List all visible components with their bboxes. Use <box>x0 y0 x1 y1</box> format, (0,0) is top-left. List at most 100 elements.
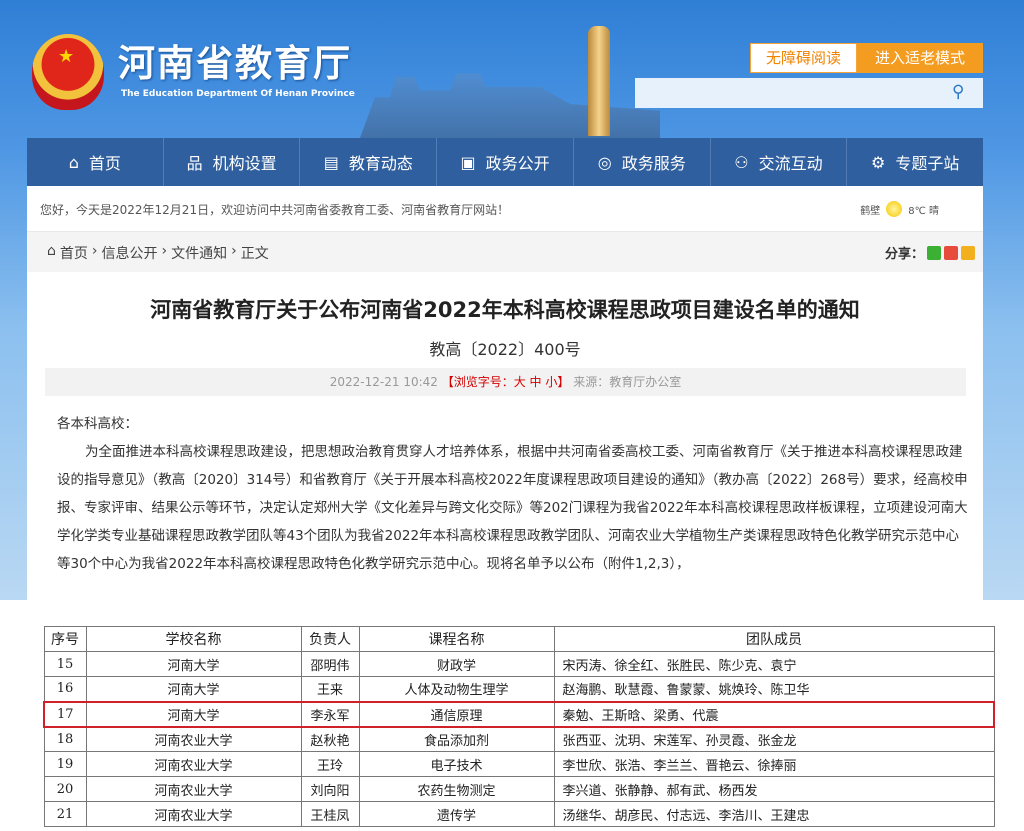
share-label: 分享： <box>884 247 924 262</box>
chat-icon: ⚇ <box>734 152 749 172</box>
breadcrumb-current: 正文 <box>240 246 269 262</box>
site-title[interactable]: 河南省教育厅 <box>118 42 352 85</box>
col-header: 序号 <box>43 626 87 652</box>
table-cell: 河南农业大学 <box>85 776 302 802</box>
breadcrumb-separator: › <box>231 243 237 259</box>
welcome-bar: 您好，今天是2022年12月21日，欢迎访问中共河南省委教育工委、河南省教育厅网… <box>27 186 983 232</box>
nav-government-services[interactable]: ◎ 政务服务 <box>574 138 711 186</box>
table-cell: 河南农业大学 <box>85 801 302 827</box>
nav-education-news[interactable]: ▤ 教育动态 <box>300 138 438 186</box>
table-cell: 刘向阳 <box>300 776 360 802</box>
table-cell: 王玲 <box>300 751 360 777</box>
nav-home[interactable]: ⌂ 首页 <box>27 138 164 186</box>
article-source: 来源：教育厅办公室 <box>573 375 682 389</box>
nav-government-affairs[interactable]: ▣ 政务公开 <box>437 138 574 186</box>
table-cell: 21 <box>43 801 87 827</box>
table-cell: 人体及动物生理学 <box>358 676 555 702</box>
nav-label: 政务服务 <box>621 154 686 173</box>
table-cell: 秦勉、王斯晗、梁勇、代震 <box>553 700 995 728</box>
table-cell: 汤继华、胡彦民、付志远、李浩川、王建忠 <box>553 801 995 827</box>
table-cell: 16 <box>43 676 87 702</box>
table-cell: 赵秋艳 <box>300 726 360 752</box>
table-cell: 15 <box>43 651 87 677</box>
search-input[interactable] <box>635 78 983 108</box>
table-cell: 食品添加剂 <box>358 726 555 752</box>
table-cell: 河南大学 <box>85 700 302 728</box>
col-header: 课程名称 <box>358 626 555 652</box>
document-icon: ▤ <box>323 152 339 172</box>
publish-date: 2022-12-21 10:42 <box>329 375 438 389</box>
wechat-icon[interactable] <box>927 245 941 260</box>
table-cell: 财政学 <box>358 651 555 677</box>
salutation: 各本科高校： <box>57 416 138 432</box>
nav-label: 机构设置 <box>212 154 277 173</box>
breadcrumb-separator: › <box>161 243 168 259</box>
table-cell: 张西亚、沈玥、宋莲军、孙灵霞、张金龙 <box>553 726 995 752</box>
breadcrumb-notices[interactable]: 文件通知 <box>171 246 228 262</box>
table-row: 16 河南大学 王来 人体及动物生理学 赵海鹏、耿慧霞、鲁蒙蒙、姚焕玲、陈卫华 <box>43 676 995 702</box>
table-cell: 李兴道、张静静、郝有武、杨西发 <box>553 776 995 802</box>
breadcrumb-separator: › <box>91 243 98 259</box>
font-size-switcher[interactable]: 【浏览字号：大 中 小】 <box>441 375 570 389</box>
breadcrumb-info[interactable]: 信息公开 <box>101 246 158 262</box>
breadcrumb: ⌂ 首页 › 信息公开 › 文件通知 › 正文 分享： <box>27 232 983 272</box>
nav-label: 专题子站 <box>895 154 960 173</box>
org-icon: 品 <box>186 154 203 173</box>
service-icon: ◎ <box>597 152 612 172</box>
document-number: 教高〔2022〕400号 <box>429 340 581 359</box>
home-icon: ⌂ <box>68 152 79 172</box>
table-cell: 河南农业大学 <box>85 726 302 752</box>
table-cell: 王来 <box>300 676 360 702</box>
table-cell: 19 <box>43 751 87 777</box>
home-icon: ⌂ <box>47 243 56 259</box>
table-cell: 赵海鹏、耿慧霞、鲁蒙蒙、姚焕玲、陈卫华 <box>553 676 995 702</box>
nav-label: 政务公开 <box>485 154 550 173</box>
table-cell: 20 <box>43 776 87 802</box>
accessibility-button[interactable]: 无障碍阅读 <box>750 43 857 73</box>
table-row: 20 河南农业大学 刘向阳 农药生物测定 李兴道、张静静、郝有武、杨西发 <box>43 776 995 802</box>
tower-banner <box>588 26 610 136</box>
article-body: 各本科高校： 为全面推进本科高校课程思政建设，把思想政治教育贯穿人才培养体系，根… <box>57 410 972 578</box>
col-header: 负责人 <box>300 626 360 652</box>
nav-label: 交流互动 <box>758 154 823 173</box>
table-cell: 18 <box>43 726 87 752</box>
main-nav: ⌂ 首页 品机构设置 ▤ 教育动态 ▣ 政务公开 ◎ 政务服务 ⚇ 交流互动 ⚙ 专题子站 <box>27 138 983 186</box>
table-row: 19 河南农业大学 王玲 电子技术 李世欣、张浩、李兰兰、晋艳云、徐捧丽 <box>43 751 995 777</box>
table-cell: 河南大学 <box>85 651 302 677</box>
nav-label: 首页 <box>88 154 121 173</box>
nav-special-sites[interactable]: ⚙ 专题子站 <box>847 138 983 186</box>
table-cell: 王桂凤 <box>300 801 360 827</box>
table-cell: 河南农业大学 <box>85 751 302 777</box>
table-row: 15 河南大学 邵明伟 财政学 宋丙涛、徐全红、张胜民、陈少克、袁宁 <box>43 651 995 677</box>
table-cell: 通信原理 <box>358 700 555 728</box>
site-subtitle: The Education Department Of Henan Provin… <box>121 89 355 99</box>
col-header: 学校名称 <box>85 626 302 652</box>
elder-mode-button[interactable]: 进入适老模式 <box>857 43 983 73</box>
table-row: 18 河南农业大学 赵秋艳 食品添加剂 张西亚、沈玥、宋莲军、孙灵霞、张金龙 <box>43 726 995 752</box>
table-cell: 李永军 <box>300 700 360 728</box>
weather-city: 鹤壁 <box>860 205 881 217</box>
table-cell: 电子技术 <box>358 751 555 777</box>
file-icon: ▣ <box>460 152 476 172</box>
article-paragraph: 为全面推进本科高校课程思政建设，把思想政治教育贯穿人才培养体系，根据中共河南省委… <box>57 444 968 572</box>
search-icon[interactable]: ⚲ <box>952 82 965 102</box>
article-meta: 2022-12-21 10:42 【浏览字号：大 中 小】 来源：教育厅办公室 <box>45 368 966 396</box>
weibo-icon[interactable] <box>944 245 958 260</box>
welcome-text: 您好，今天是2022年12月21日，欢迎访问中共河南省委教育工委、河南省教育厅网… <box>40 203 510 217</box>
weather-text: 8℃ 晴 <box>908 205 939 217</box>
table-cell: 遗传学 <box>358 801 555 827</box>
nav-organization[interactable]: 品机构设置 <box>164 138 301 186</box>
project-table: 序号 学校名称 负责人 课程名称 团队成员 15 河南大学 邵明伟 财政学 宋丙涛、徐全… <box>43 626 995 827</box>
nav-interaction[interactable]: ⚇ 交流互动 <box>711 138 848 186</box>
table-cell: 17 <box>43 700 87 728</box>
qq-icon[interactable] <box>961 245 975 260</box>
breadcrumb-home[interactable]: 首页 <box>59 246 88 262</box>
nav-label: 教育动态 <box>348 154 413 173</box>
article-title: 河南省教育厅关于公布河南省2022年本科高校课程思政项目建设名单的通知 <box>150 298 860 322</box>
table-cell: 宋丙涛、徐全红、张胜民、陈少克、袁宁 <box>553 651 995 677</box>
table-row: 21 河南农业大学 王桂凤 遗传学 汤继华、胡彦民、付志远、李浩川、王建忠 <box>43 801 995 827</box>
table-cell: 邵明伟 <box>300 651 360 677</box>
city-skyline-banner <box>360 73 660 138</box>
share-bar: 分享： <box>885 243 975 262</box>
table-cell: 农药生物测定 <box>358 776 555 802</box>
